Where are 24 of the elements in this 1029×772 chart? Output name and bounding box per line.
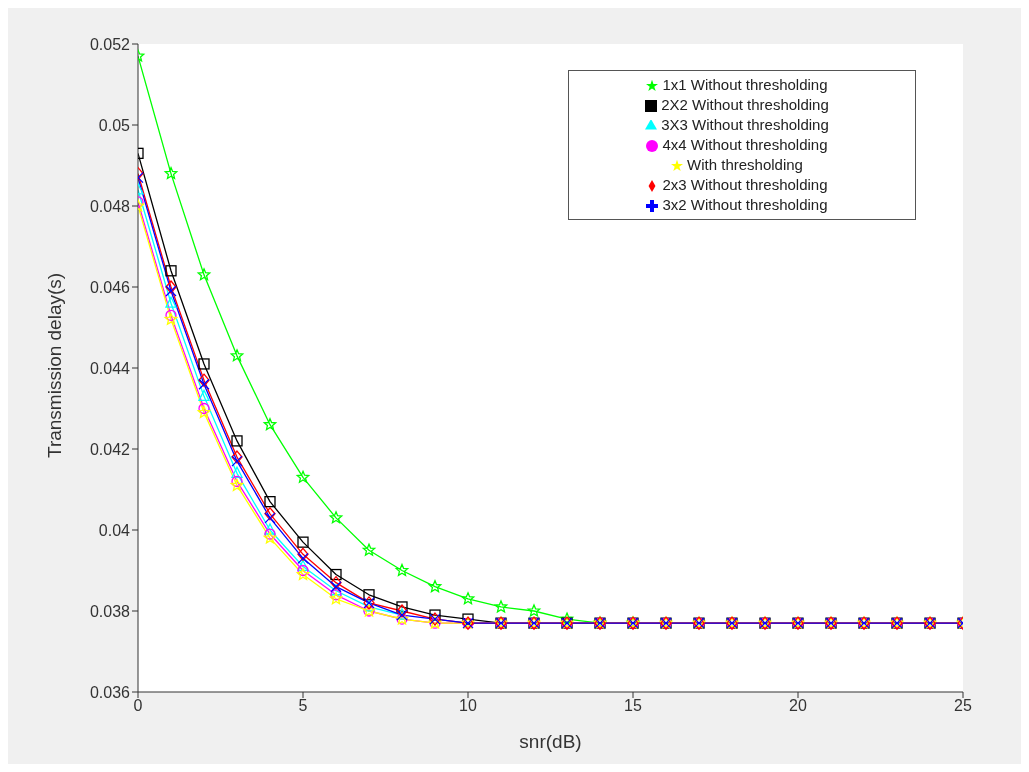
y-tick-label: 0.05 — [98, 116, 131, 134]
x-tick-label: 25 — [954, 697, 972, 715]
x-tick-label: 15 — [624, 697, 642, 715]
y-tick-label: 0.038 — [89, 602, 131, 620]
y-axis-title: Transmission delay(s) — [43, 272, 65, 458]
legend-label: 2X2 Without thresholding — [661, 96, 829, 113]
y-tick-label: 0.044 — [89, 359, 131, 377]
legend-label: 4x4 Without thresholding — [662, 136, 828, 153]
y-tick-label: 0.036 — [89, 683, 131, 701]
legend-label: 1x1 Without thresholding — [662, 76, 828, 93]
x-axis-title: snr(dB) — [519, 731, 582, 752]
legend-label: 3X3 Without thresholding — [661, 116, 829, 133]
y-tick-label: 0.048 — [89, 197, 131, 215]
y-tick-label: 0.042 — [89, 440, 131, 458]
x-tick-label: 0 — [133, 697, 143, 715]
x-tick-label: 20 — [789, 697, 807, 715]
x-tick-label: 5 — [298, 697, 308, 715]
x-tick-label: 10 — [459, 697, 477, 715]
legend-label: With thresholding — [687, 156, 803, 173]
y-tick-label: 0.052 — [89, 35, 131, 53]
legend-label: 3x2 Without thresholding — [662, 196, 828, 213]
legend-label: 2x3 Without thresholding — [662, 176, 828, 193]
y-tick-label: 0.046 — [89, 278, 131, 296]
y-tick-label: 0.04 — [98, 521, 131, 539]
